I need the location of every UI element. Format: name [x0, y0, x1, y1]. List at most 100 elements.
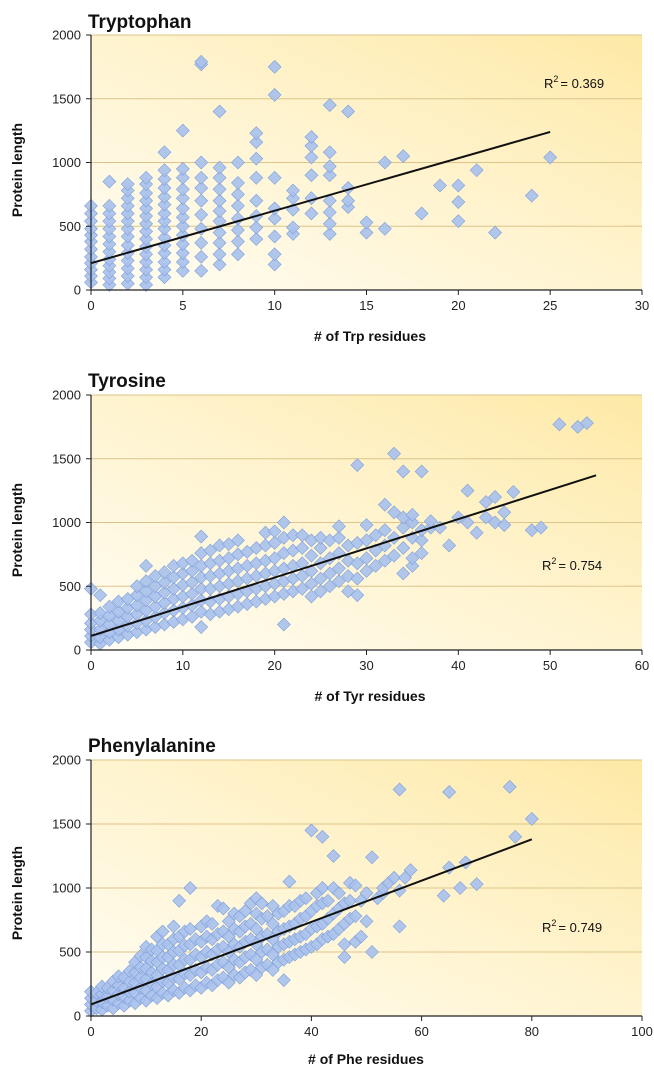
data-point-tyrosine-166 — [350, 556, 365, 571]
data-point-phenylalanine-246 — [502, 779, 517, 794]
tyrosine-chart: Tyrosine 0 10 20 30 40 50 60 0500100015002000 … — [9, 371, 649, 704]
data-point-tryptophan-158 — [451, 214, 466, 229]
data-point-tryptophan-87 — [194, 193, 209, 208]
data-point-tyrosine-207 — [478, 495, 493, 510]
data-point-tryptophan-50 — [139, 193, 154, 208]
data-point-tyrosine-135 — [286, 528, 300, 543]
data-point-tryptophan-66 — [157, 172, 172, 186]
data-point-tyrosine-173 — [368, 558, 383, 573]
data-point-phenylalanine-215 — [337, 937, 352, 952]
data-point-tryptophan-109 — [231, 187, 245, 202]
data-point-tryptophan-76 — [175, 201, 190, 216]
data-point-tyrosine-185 — [396, 541, 411, 555]
x-tick-label-tyrosine-0: 0 — [87, 658, 94, 673]
x-tick-label-tyrosine-20: 20 — [267, 658, 281, 673]
x-tick-label-phenylalanine-0: 0 — [87, 1024, 94, 1039]
x-ticks-phenylalanine: 0 20 40 60 80 100 — [87, 1016, 653, 1039]
data-point-tryptophan-54 — [157, 270, 172, 285]
data-point-tyrosine-124 — [276, 617, 291, 632]
data-point-phenylalanine-228 — [365, 945, 379, 959]
data-point-tryptophan-51 — [139, 186, 154, 201]
y-axis-label-phenylalanine: Protein length — [9, 846, 25, 940]
data-point-phenylalanine-245 — [469, 877, 484, 892]
data-point-tryptophan-49 — [139, 201, 154, 216]
data-point-tryptophan-151 — [359, 225, 374, 240]
phenylalanine-chart: Phenylalanine 0 20 40 60 80 100 0 500 1000 1500 2… — [9, 736, 653, 1067]
data-point-tryptophan-160 — [451, 178, 466, 193]
data-point-tryptophan-69 — [175, 263, 190, 278]
data-point-tyrosine-73 — [194, 581, 209, 596]
data-point-tyrosine-170 — [359, 551, 374, 566]
data-point-phenylalanine-214 — [337, 950, 352, 965]
r-squared-superscript: 2 — [551, 556, 556, 566]
y-tick-label-tyrosine-1500: 1500 — [52, 451, 81, 466]
data-point-tyrosine-144 — [304, 548, 319, 563]
data-point-tryptophan-132 — [286, 183, 300, 198]
data-point-phenylalanine-243 — [453, 881, 468, 895]
y-tick-label-phenylalanine-2000: 2000 — [52, 753, 81, 768]
data-point-tyrosine-204 — [460, 483, 475, 498]
data-point-tryptophan-53 — [139, 170, 154, 185]
data-point-tyrosine-189 — [405, 558, 420, 573]
trend-line-tryptophan — [90, 130, 551, 265]
data-point-phenylalanine-229 — [365, 850, 379, 865]
data-point-tryptophan-89 — [194, 170, 209, 185]
data-point-phenylalanine-235 — [392, 919, 407, 934]
data-point-tryptophan-96 — [212, 225, 227, 240]
data-point-tryptophan-19 — [102, 229, 117, 244]
data-point-tryptophan-118 — [249, 135, 264, 150]
data-point-tryptophan-78 — [175, 182, 190, 197]
x-tick-label-tyrosine-40: 40 — [451, 658, 465, 673]
y-tick-label-tyrosine-500: 500 — [59, 579, 81, 594]
data-point-tryptophan-146 — [322, 98, 337, 113]
y-tick-label-phenylalanine-0: 0 — [74, 1009, 81, 1024]
x-tick-label-tryptophan-30: 30 — [635, 298, 649, 313]
data-point-tryptophan-75 — [175, 210, 190, 225]
data-point-tryptophan-47 — [139, 216, 154, 231]
data-point-tyrosine-186 — [396, 520, 411, 535]
data-point-phenylalanine-247 — [508, 829, 523, 844]
data-point-tryptophan-61 — [157, 214, 172, 229]
data-point-tryptophan-38 — [120, 177, 135, 192]
y-tick-label-tryptophan-500: 500 — [59, 219, 81, 234]
data-point-tyrosine-64 — [185, 609, 199, 624]
data-point-tryptophan-142 — [322, 193, 337, 208]
data-point-tryptophan-103 — [212, 104, 227, 119]
data-point-tryptophan-35 — [120, 198, 135, 213]
data-point-phenylalanine-210 — [326, 849, 341, 863]
data-point-tryptophan-63 — [157, 197, 172, 212]
data-point-tyrosine-184 — [396, 566, 411, 581]
data-point-tryptophan-22 — [102, 206, 117, 221]
data-point-tyrosine-210 — [497, 518, 512, 532]
y-tick-label-phenylalanine-1000: 1000 — [52, 881, 81, 896]
x-tick-label-tryptophan-25: 25 — [543, 298, 557, 313]
data-point-tyrosine-149 — [313, 541, 328, 555]
data-point-tryptophan-152 — [359, 215, 374, 230]
data-point-tyrosine-168 — [350, 458, 365, 473]
x-tick-label-phenylalanine-20: 20 — [194, 1024, 208, 1039]
data-point-tryptophan-43 — [139, 247, 154, 262]
data-point-tryptophan-41 — [139, 262, 154, 277]
chart-title-phenylalanine: Phenylalanine — [88, 736, 216, 757]
data-point-tyrosine-171 — [359, 533, 374, 548]
data-point-tyrosine-140 — [295, 528, 310, 543]
data-point-tryptophan-92 — [194, 54, 209, 69]
data-point-tyrosine-164 — [350, 588, 365, 603]
data-point-phenylalanine-73 — [166, 919, 181, 934]
data-point-tryptophan-79 — [175, 170, 190, 185]
data-point-tryptophan-24 — [102, 174, 117, 189]
data-point-tryptophan-94 — [212, 247, 227, 262]
data-point-tyrosine-83 — [203, 543, 218, 558]
data-point-tyrosine-155 — [332, 574, 346, 589]
data-point-tryptophan-101 — [212, 170, 227, 185]
data-point-tyrosine-169 — [359, 564, 374, 578]
data-point-tryptophan-20 — [102, 221, 117, 236]
data-point-tryptophan-55 — [157, 262, 172, 277]
data-point-tyrosine-123 — [267, 524, 282, 539]
data-point-tyrosine-121 — [267, 551, 282, 566]
data-point-tryptophan-28 — [120, 253, 135, 268]
y-tick-label-phenylalanine-1500: 1500 — [52, 817, 81, 832]
r-squared-value-tryptophan: = 0.369 — [560, 76, 604, 91]
data-point-tyrosine-206 — [478, 510, 493, 525]
data-point-tryptophan-62 — [157, 206, 172, 221]
